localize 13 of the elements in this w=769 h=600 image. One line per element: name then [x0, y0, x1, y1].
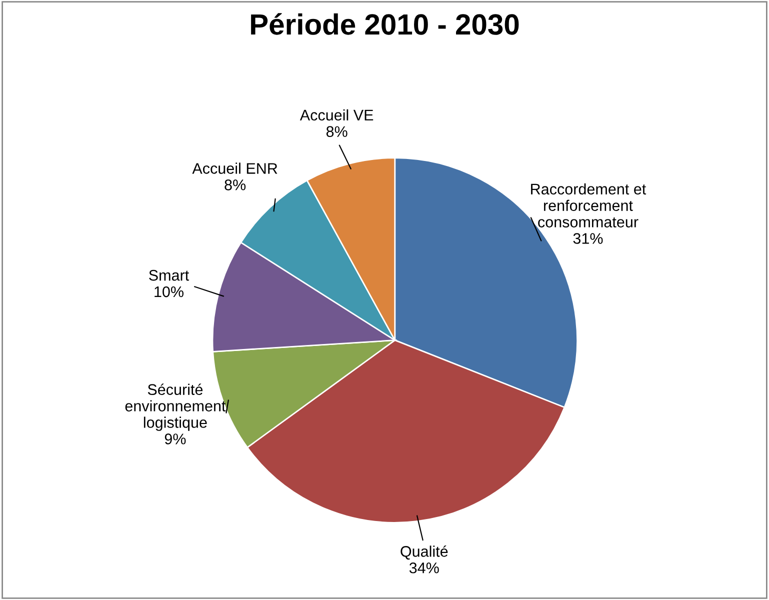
data-label: 8% — [326, 126, 348, 137]
data-label: 34% — [409, 562, 439, 574]
slice-label: Accueil ENR — [192, 162, 278, 174]
slice-label: Sécurité environnement logistique — [125, 384, 226, 431]
data-label: 31% — [573, 233, 603, 244]
slice-label: Smart — [149, 270, 190, 281]
data-label: 8% — [224, 179, 246, 190]
data-label: 10% — [154, 286, 184, 298]
data-label: 9% — [164, 434, 186, 444]
slice-label: Qualité — [400, 545, 448, 560]
slice-label: Raccordement et renforcement consommateur — [531, 183, 646, 228]
chart-title: Période 2010 - 2030 — [251, 13, 519, 35]
slice-label: Accueil VE — [300, 109, 374, 121]
